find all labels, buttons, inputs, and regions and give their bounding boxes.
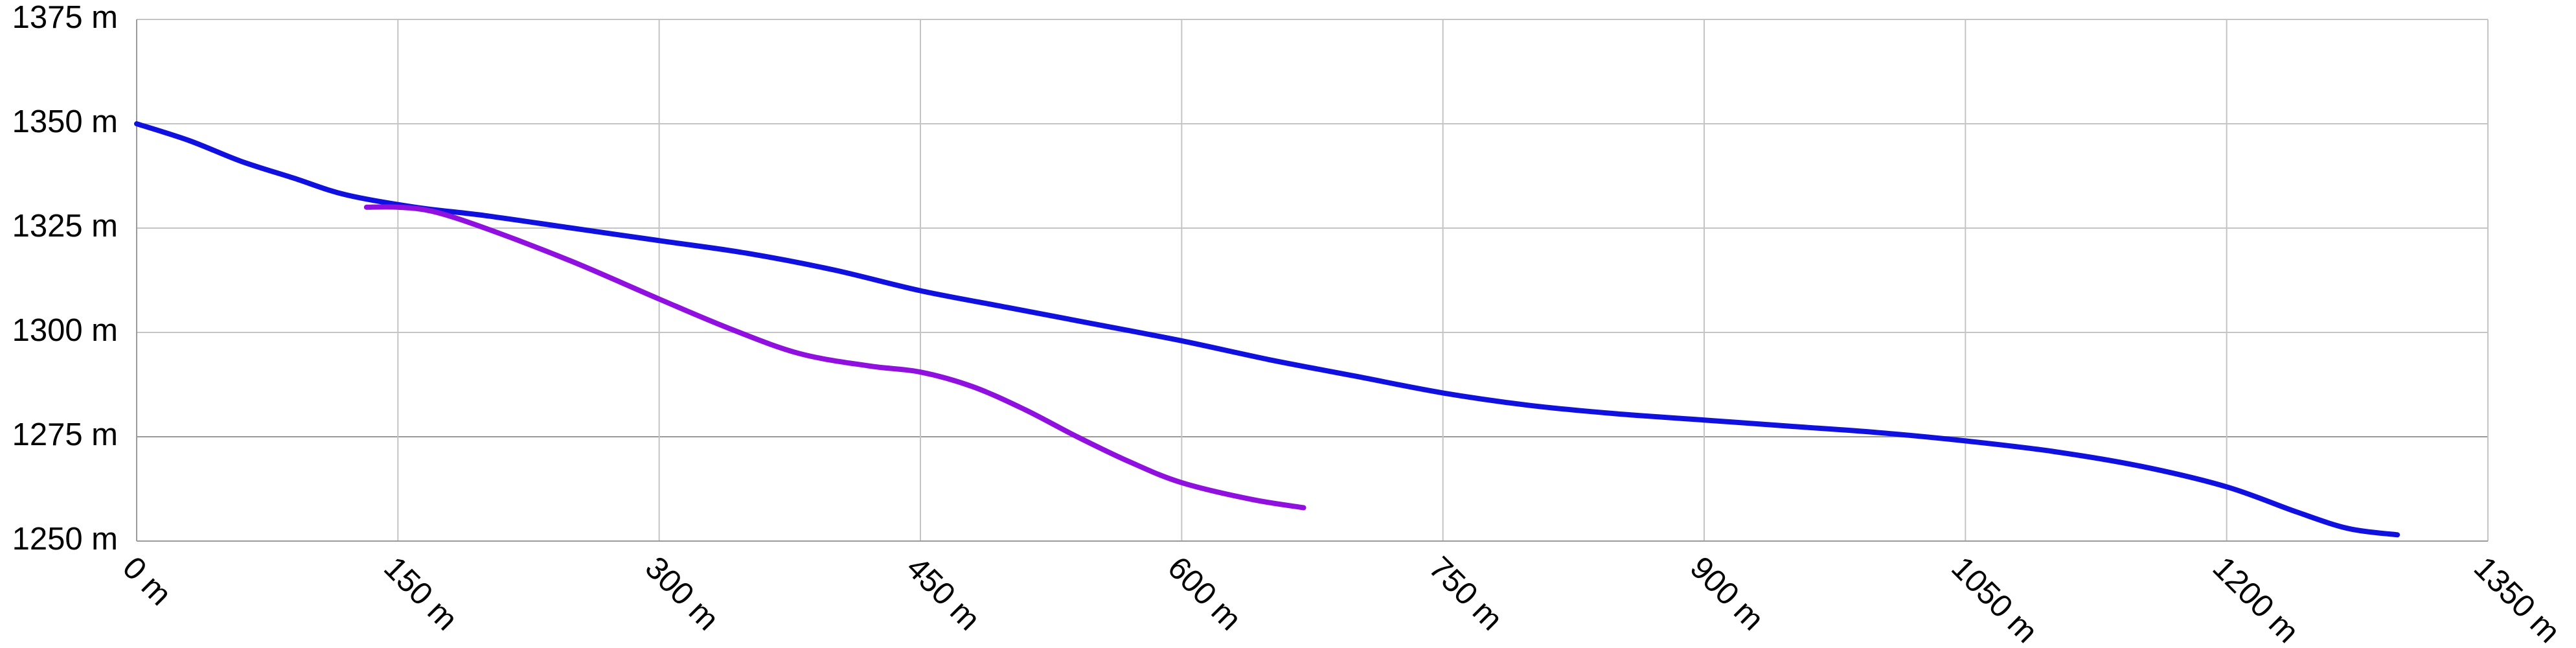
x-tick-label: 450 m	[900, 550, 986, 637]
series-lines	[134, 121, 2400, 538]
y-tick-label: 1250 m	[12, 522, 118, 557]
x-tick-label: 1050 m	[1944, 550, 2044, 648]
axes	[136, 19, 2488, 542]
y-tick-label: 1325 m	[12, 209, 118, 244]
series-line-1	[134, 121, 2400, 538]
grid-lines	[137, 19, 2489, 541]
x-tick-label: 0 m	[116, 550, 178, 612]
y-tick-label: 1375 m	[12, 0, 118, 35]
x-tick-label: 750 m	[1422, 550, 1509, 637]
y-tick-label: 1300 m	[12, 313, 118, 348]
x-tick-label: 600 m	[1161, 550, 1248, 637]
x-tick-label: 1200 m	[2206, 550, 2306, 648]
x-tick-label: 300 m	[639, 550, 725, 637]
y-tick-label: 1275 m	[12, 417, 118, 452]
tick-labels: 1250 m 1275 m 1300 m 1325 m 1350 m 1375 m 0 m 1…	[12, 0, 2567, 648]
x-tick-label: 900 m	[1683, 550, 1770, 637]
y-tick-label: 1350 m	[12, 104, 118, 139]
x-tick-label: 1350 m	[2467, 550, 2567, 648]
x-tick-label: 150 m	[377, 550, 464, 637]
series-line-2	[363, 204, 1306, 511]
